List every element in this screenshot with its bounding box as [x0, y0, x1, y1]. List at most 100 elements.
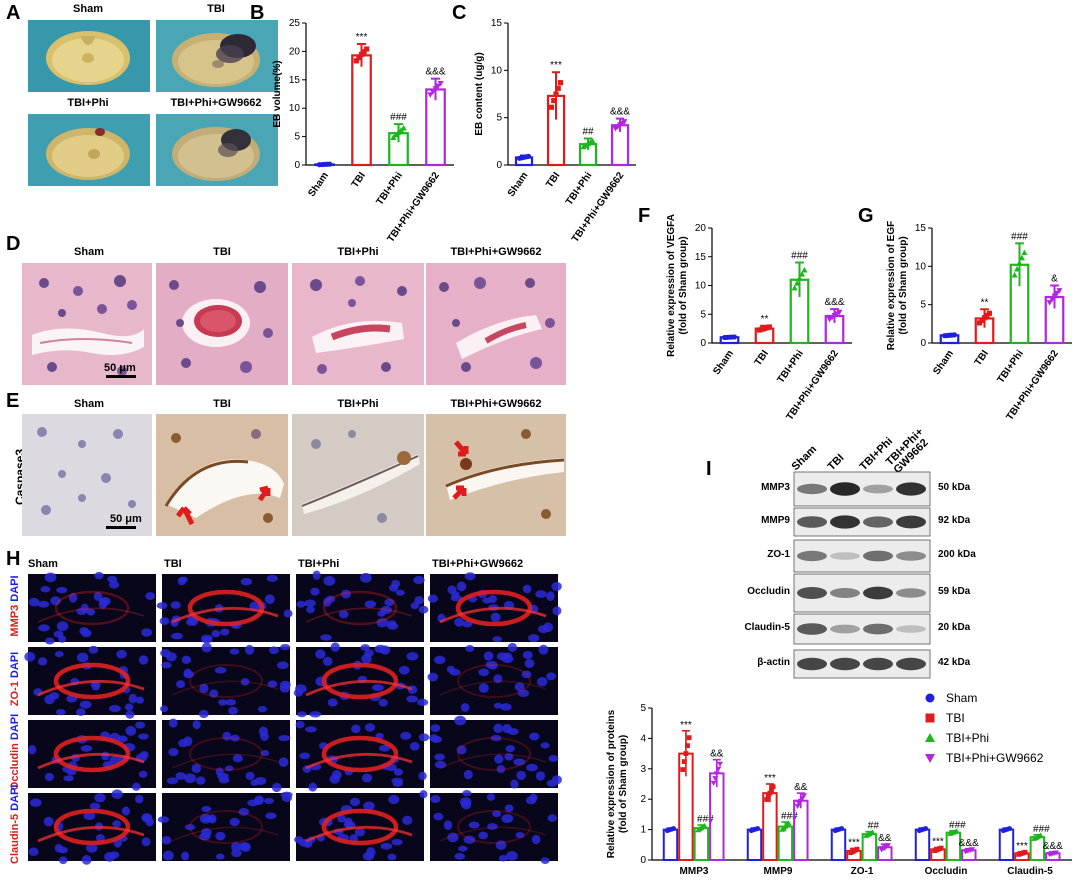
data-point	[801, 266, 808, 273]
wb-band-strip	[793, 649, 931, 679]
data-point	[938, 845, 944, 851]
x-tick-label: TBI+Phi	[564, 170, 595, 207]
data-point	[701, 822, 708, 828]
y-tick-label: 15	[695, 252, 707, 263]
wb-band-strip	[793, 471, 931, 507]
wb-size-label: 92 kDa	[938, 515, 971, 526]
legend-marker	[925, 693, 935, 703]
if-image	[28, 571, 156, 645]
wb-band	[896, 551, 926, 561]
x-tick-label: Sham	[506, 170, 531, 199]
data-point	[686, 735, 692, 741]
data-point	[427, 92, 434, 98]
panel-letter-a: A	[6, 2, 21, 24]
if-row-label: MMP3 DAPI	[9, 567, 21, 645]
wb-band	[863, 623, 893, 635]
data-point	[791, 284, 798, 291]
data-point	[1053, 290, 1060, 297]
wb-band	[863, 516, 893, 528]
data-point	[327, 161, 333, 167]
ihc-image-tbi	[156, 414, 288, 536]
chart-i-quantification: 0 1 2 3 4 5 Relative expression of proteins(fo…	[606, 691, 1072, 877]
bar	[830, 828, 847, 862]
data-point	[589, 137, 596, 144]
panel-letter-g: G	[858, 205, 874, 227]
if-marker-label: MMP3	[9, 601, 21, 637]
data-point	[1014, 265, 1021, 272]
legend-marker	[925, 733, 935, 742]
data-point	[551, 98, 557, 104]
if-stain-label: DAPI	[9, 784, 21, 811]
if-marker-label: Occludin	[9, 740, 21, 791]
bar	[762, 792, 778, 861]
data-point	[680, 767, 686, 772]
y-tick-label: 10	[915, 261, 927, 272]
data-point	[715, 766, 722, 772]
bar	[793, 799, 809, 861]
significance-label: &&&	[959, 838, 979, 849]
wb-size-label: 42 kDa	[938, 657, 971, 668]
significance-label: ##	[868, 821, 880, 832]
significance-label: **	[761, 314, 769, 325]
data-point	[1056, 288, 1063, 294]
significance-label: ***	[1016, 841, 1028, 852]
y-tick-label: 4	[640, 733, 646, 744]
wb-band	[797, 550, 827, 562]
significance-label: &&&	[425, 67, 445, 78]
significance-label: ***	[848, 837, 860, 848]
significance-label: ***	[356, 32, 368, 43]
panel-e-label-sham: Sham	[74, 398, 104, 410]
data-point	[923, 826, 929, 831]
if-image	[24, 645, 156, 719]
wb-band-strip	[793, 613, 931, 645]
panel-letter-d: D	[6, 233, 21, 255]
bar	[425, 88, 446, 167]
if-image	[295, 720, 430, 792]
wb-lane-label: TBI	[825, 451, 847, 473]
panel-a-label-tbi-phi-gw: TBI+Phi+GW9662	[170, 97, 262, 109]
he-image-tbi	[156, 263, 288, 385]
bar	[351, 54, 372, 167]
y-tick-label: 25	[289, 18, 301, 29]
wb-band	[863, 586, 893, 600]
if-image	[157, 791, 293, 861]
chart-b-eb-volume: 0 5 10 15 20 25 EB volume(%) Sham *** TBI ### TBI+P…	[272, 18, 454, 245]
panel-e-label-tbi-phi: TBI+Phi	[337, 398, 379, 410]
if-image	[427, 642, 558, 715]
scale-bar-label-d: 50 μm	[104, 362, 136, 374]
he-image-tbi-phi	[292, 263, 424, 385]
wb-band	[797, 587, 827, 599]
x-tick-label: MMP9	[764, 866, 793, 877]
y-tick-label: 1	[640, 825, 646, 836]
data-point	[953, 828, 960, 834]
data-point	[435, 83, 442, 90]
if-image	[160, 642, 291, 719]
panel-d-label-sham: Sham	[74, 246, 104, 258]
data-point	[764, 797, 770, 802]
data-point	[525, 153, 532, 159]
data-point	[755, 826, 761, 831]
if-image	[293, 642, 429, 718]
wb-protein-label: Claudin-5	[744, 622, 790, 633]
scale-bar-d	[106, 375, 136, 378]
data-point	[429, 89, 436, 95]
significance-label: &&	[878, 833, 892, 844]
legend-label: TBI+Phi	[946, 731, 989, 745]
if-image	[430, 790, 558, 865]
significance-label: &&	[794, 782, 808, 793]
data-point	[1021, 249, 1028, 256]
y-tick-label: 0	[496, 160, 502, 171]
data-point	[1007, 826, 1013, 831]
bar	[693, 827, 710, 862]
brain-slice-tbi-phi-gw	[156, 114, 278, 186]
data-point	[796, 275, 803, 281]
wb-band	[863, 484, 893, 494]
x-tick-label: TBI	[973, 348, 991, 368]
data-point	[557, 80, 564, 86]
significance-label: ###	[949, 820, 966, 831]
y-tick-label: 20	[695, 223, 707, 234]
if-image	[296, 570, 429, 642]
wb-band	[797, 623, 827, 635]
data-point	[986, 310, 992, 316]
x-tick-label: TBI	[544, 170, 562, 190]
